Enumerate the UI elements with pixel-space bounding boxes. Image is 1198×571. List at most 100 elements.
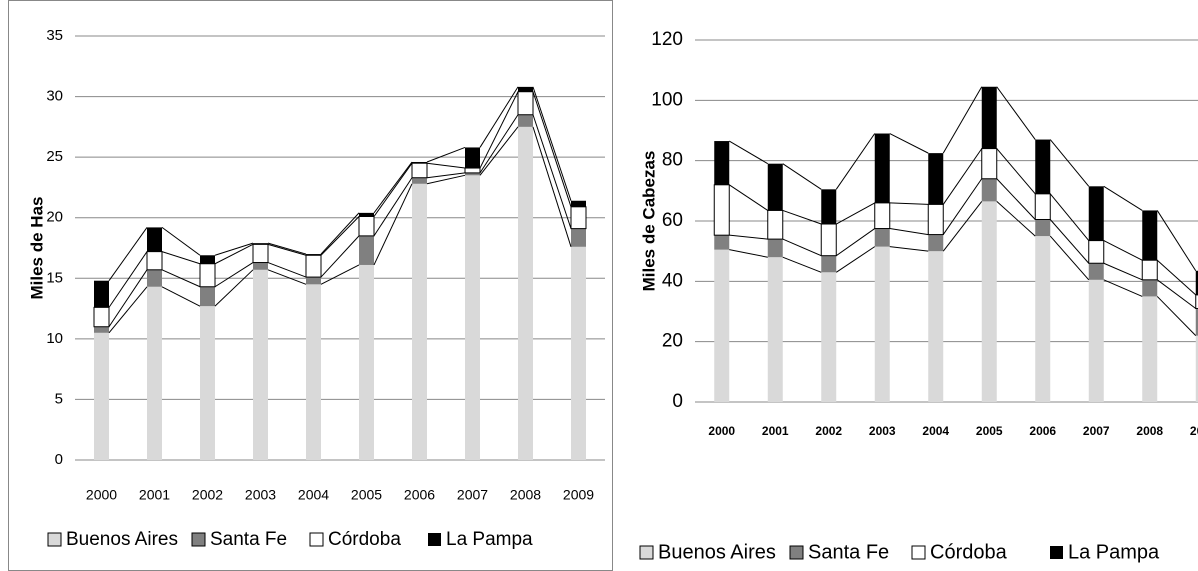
y-axis-label: Miles de Has — [27, 197, 46, 300]
bar-segment — [1088, 240, 1105, 264]
bar-segment — [200, 255, 215, 264]
bar-segment — [465, 147, 480, 169]
legend-label: Santa Fe — [808, 541, 889, 563]
connector-line — [835, 246, 876, 273]
connector-line — [835, 133, 876, 190]
y-tick-label: 35 — [46, 27, 63, 44]
connector-line — [320, 212, 360, 255]
bar-segment — [1142, 296, 1158, 402]
bar-segment — [820, 223, 837, 257]
connector-line — [942, 148, 983, 205]
x-tick-label: 2006 — [1029, 424, 1056, 438]
bar-segment — [1035, 139, 1051, 194]
connector-line — [320, 235, 360, 278]
bar-segment — [874, 202, 891, 230]
connector-line — [1049, 193, 1090, 241]
connector-line — [729, 249, 768, 258]
bar-segment — [517, 91, 534, 116]
y-tick-label: 120 — [651, 29, 683, 50]
legend-label: Santa Fe — [210, 529, 287, 550]
connector-line — [161, 269, 201, 288]
x-tick-label: 2004 — [298, 487, 329, 503]
x-tick-label: 2008 — [510, 487, 541, 503]
connector-line — [1156, 259, 1197, 296]
connector-line — [942, 201, 983, 252]
connector-line — [996, 86, 1036, 140]
x-tick-label: 2009 — [1190, 424, 1198, 438]
y-tick-label: 100 — [651, 89, 683, 110]
bar-segment — [571, 246, 586, 460]
bar-segment — [1141, 259, 1158, 281]
connector-line — [320, 264, 360, 285]
bar-segment — [464, 167, 481, 174]
bar-segment — [253, 243, 268, 245]
connector-line — [532, 114, 572, 229]
connector-line — [479, 86, 519, 148]
bar-segment — [1088, 186, 1104, 241]
bar-segment — [713, 184, 730, 236]
bar-segment — [306, 284, 321, 460]
bar-segment — [1195, 308, 1198, 336]
connector-line — [1049, 235, 1090, 281]
bar-segment — [93, 306, 110, 328]
bar-segment — [465, 175, 480, 461]
bar-segment — [821, 189, 837, 225]
connector-line — [479, 114, 519, 174]
connector-line — [942, 178, 983, 235]
bar-segment — [981, 86, 997, 149]
connector-line — [373, 161, 413, 214]
bar-segment — [874, 228, 890, 247]
bar-segment — [570, 206, 587, 230]
connector-line — [267, 243, 307, 256]
connector-line — [108, 251, 148, 308]
x-tick-label: 2003 — [869, 424, 896, 438]
connector-line — [320, 216, 360, 256]
bar-segment — [147, 269, 162, 287]
bar-segment — [94, 326, 109, 333]
bar-segment — [981, 148, 998, 180]
bar-segment — [571, 200, 586, 207]
connector-line — [836, 202, 875, 225]
legend-swatch — [1050, 546, 1063, 559]
legend-label: Córdoba — [328, 529, 401, 550]
connector-line — [108, 286, 148, 334]
connector-line — [214, 262, 254, 288]
connector-line — [1103, 185, 1143, 211]
bar-segment — [821, 272, 837, 402]
connector-line — [161, 286, 201, 307]
connector-line — [214, 242, 254, 256]
connector-line — [782, 256, 822, 273]
bar-segment — [200, 286, 215, 307]
connector-line — [996, 178, 1036, 220]
bar-segment — [928, 234, 944, 252]
bar-segment — [359, 264, 374, 460]
connector-line — [267, 262, 307, 278]
connector-line — [728, 140, 769, 165]
connector-line — [426, 172, 466, 179]
bar-segment — [94, 280, 109, 308]
x-tick-label: 2001 — [139, 487, 170, 503]
chart-left: 0 5 10 15 20 25 30 35 Miles de Has 2000 2001 2002 20… — [27, 27, 605, 550]
connector-line — [1103, 262, 1143, 281]
bar-segment — [927, 203, 944, 236]
bar-segment — [465, 172, 480, 176]
connector-line — [728, 184, 769, 211]
connector-line — [1156, 296, 1197, 336]
connector-line — [479, 126, 519, 176]
x-tick-label: 2002 — [192, 487, 223, 503]
connector-line — [996, 201, 1036, 237]
connector-line — [889, 133, 929, 154]
connector-line — [1049, 139, 1090, 187]
connector-line — [1156, 210, 1197, 272]
bar-segment — [306, 254, 321, 256]
bar-segment — [767, 209, 784, 240]
connector-line — [108, 269, 148, 328]
x-tick-label: 2000 — [86, 487, 117, 503]
y-tick-label: 60 — [662, 210, 683, 231]
connector-line — [426, 146, 466, 163]
connector-line — [1103, 279, 1143, 297]
connector-line — [426, 174, 466, 185]
connector-line — [267, 242, 307, 255]
connector-line — [532, 86, 572, 201]
